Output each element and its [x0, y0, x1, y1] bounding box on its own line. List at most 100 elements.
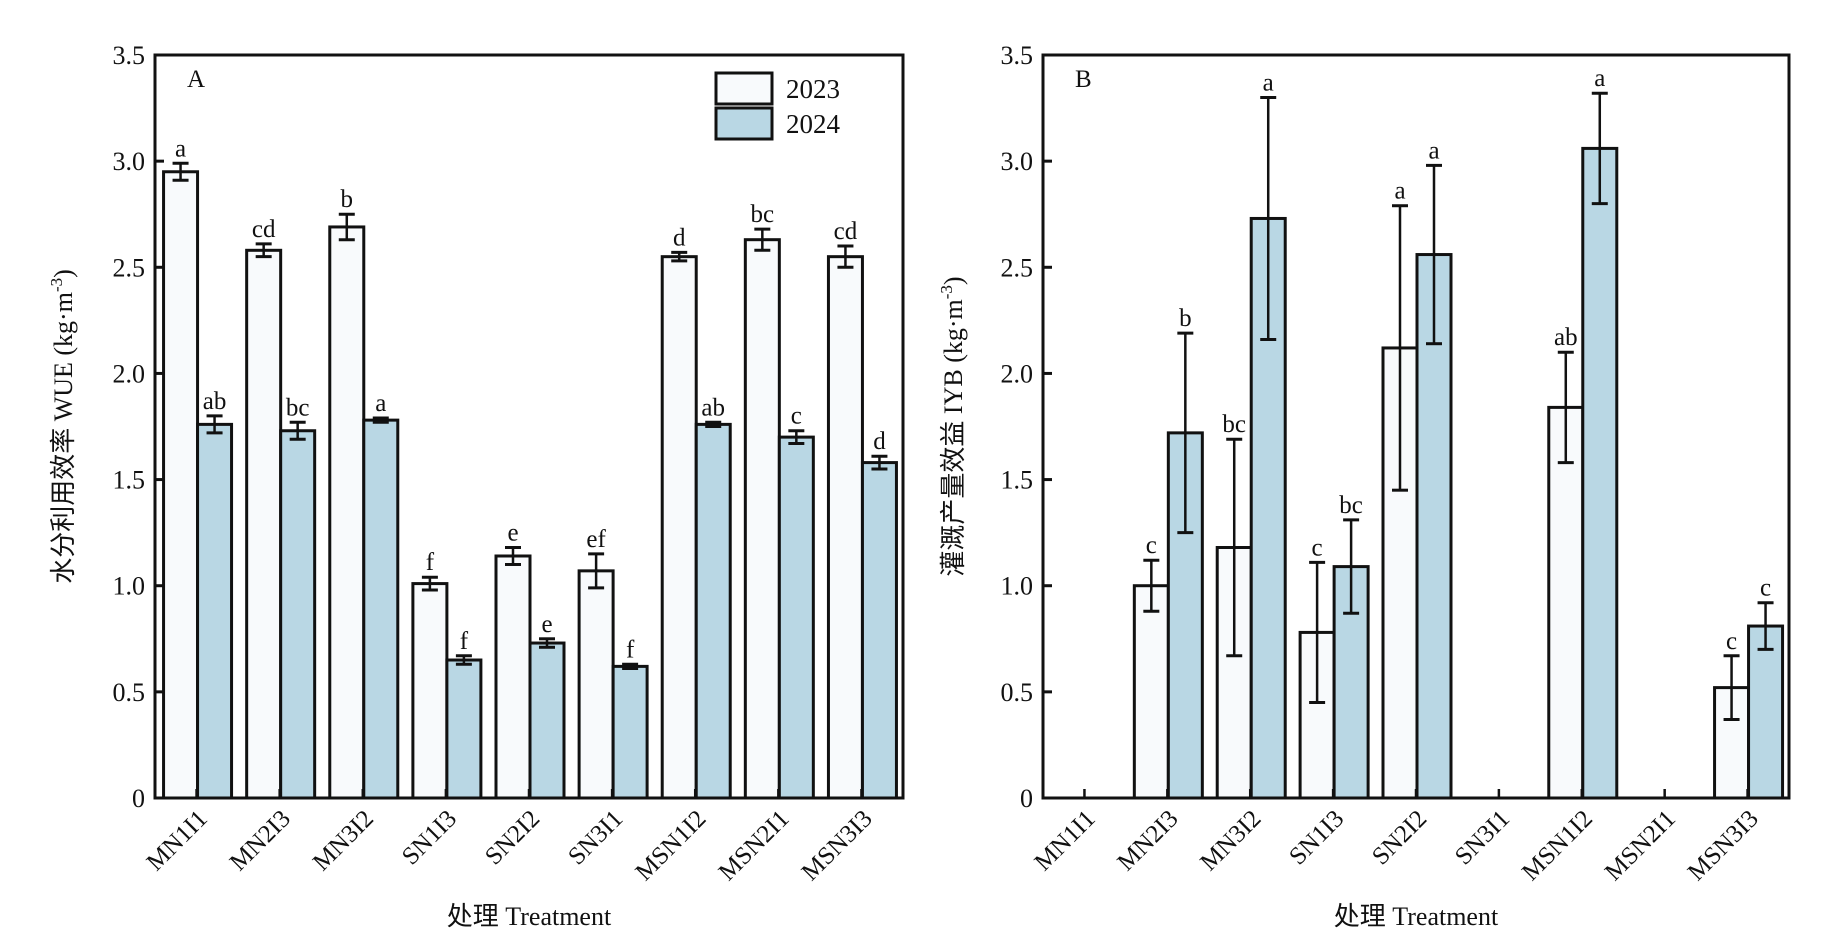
bar-2024-MSN3I3	[860, 461, 898, 800]
y-tick-label: 1.5	[1001, 466, 1034, 495]
x-category-label: SN1I3	[397, 805, 462, 870]
x-category-label: MN1I1	[142, 805, 213, 876]
y-tick-label: 0	[132, 784, 145, 813]
y-axis-title-superscript: -3	[47, 278, 66, 292]
x-category-label: SN2I2	[480, 805, 545, 870]
x-category-label: SN1I3	[1284, 805, 1349, 870]
y-tick-label: 2.5	[1001, 253, 1034, 282]
x-axis-title: 处理 Treatment	[1334, 902, 1499, 931]
significance-letter: a	[1428, 137, 1439, 164]
significance-letter: cd	[834, 218, 858, 245]
significance-letter: ab	[701, 394, 725, 421]
significance-letter: d	[673, 224, 686, 251]
significance-letter: c	[1312, 534, 1323, 561]
x-category-label: MSN1I2	[1517, 805, 1598, 886]
significance-letter: d	[873, 428, 886, 455]
x-axis-title: 处理 Treatment	[447, 902, 612, 931]
y-tick-label: 1.5	[113, 466, 146, 495]
y-tick-label: 3.5	[1001, 41, 1034, 70]
x-category-label: MN2I3	[225, 805, 296, 876]
significance-letter: c	[1146, 532, 1157, 559]
y-tick-label: 2.0	[1001, 359, 1034, 388]
bar-2024-MN1I1	[196, 422, 234, 800]
y-tick-label: 3.5	[113, 41, 146, 70]
y-axis-title-close: )	[939, 276, 968, 285]
significance-letter: a	[175, 135, 186, 162]
significance-letter: c	[1726, 628, 1737, 655]
significance-letter: b	[1179, 305, 1192, 332]
panel-letter: A	[187, 66, 205, 93]
x-category-label: MSN2I1	[714, 805, 795, 886]
bar-2023-MSN2I1	[743, 238, 781, 800]
y-axis-title: 水分利用效率 WUE (kg·m-3)	[47, 269, 78, 584]
panel-b: cbccaabcbabcaac00.51.01.52.02.53.03.5MN1…	[937, 41, 1791, 931]
y-tick-label: 0.5	[113, 678, 146, 707]
bar-2024-MSN1I2	[1581, 146, 1619, 800]
y-tick-label: 2.5	[113, 253, 146, 282]
significance-letter: f	[460, 628, 469, 655]
significance-letter: b	[341, 186, 354, 213]
legend-swatch-2023	[714, 71, 774, 106]
x-category-label: SN2I2	[1367, 805, 1432, 870]
y-axis-title-close: )	[49, 269, 78, 278]
significance-letter: bc	[1222, 411, 1246, 438]
y-tick-label: 1.0	[113, 572, 146, 601]
significance-letter: a	[1263, 69, 1274, 96]
bar-2023-SN1I3	[411, 582, 449, 800]
x-category-label: MN3I2	[1195, 805, 1266, 876]
bar-2023-MSN1I2	[660, 255, 698, 800]
x-category-label: MN2I3	[1112, 805, 1183, 876]
x-category-label: MSN1I2	[630, 805, 711, 886]
x-category-label: MSN2I1	[1600, 805, 1681, 886]
x-category-label: MSN3I3	[1683, 805, 1764, 886]
significance-letter: e	[507, 520, 518, 547]
bar-2023-MSN1I2	[1547, 405, 1585, 800]
legend-label-2024: 2024	[786, 109, 841, 139]
x-category-label: SN3I1	[563, 805, 628, 870]
significance-letter: f	[626, 636, 635, 663]
y-tick-label: 0	[1020, 784, 1033, 813]
y-tick-label: 0.5	[1001, 678, 1034, 707]
bar-2024-MSN1I2	[694, 422, 732, 800]
bar-2023-MN3I2	[328, 225, 366, 800]
bar-2024-MSN2I1	[777, 435, 815, 800]
significance-letter: cd	[252, 216, 276, 243]
significance-letter: bc	[751, 201, 775, 228]
significance-letter: ef	[586, 526, 606, 553]
bar-2023-MSN3I3	[826, 255, 864, 800]
y-tick-label: 1.0	[1001, 572, 1034, 601]
x-category-label: MN3I2	[308, 805, 379, 876]
legend-label-2023: 2023	[786, 74, 840, 104]
bar-2024-SN3I1	[611, 664, 649, 800]
x-category-label: SN3I1	[1450, 805, 1515, 870]
significance-letter: ab	[203, 388, 227, 415]
bar-2023-MN2I3	[1132, 584, 1170, 800]
bar-2023-SN3I1	[577, 569, 615, 800]
y-axis-title: 灌溉产量效益 IYB (kg·m-3)	[937, 276, 968, 576]
y-tick-label: 3.0	[113, 147, 146, 176]
significance-letter: c	[1760, 575, 1771, 602]
significance-letter: a	[1394, 178, 1405, 205]
bar-2024-MN3I2	[362, 418, 400, 800]
y-axis-title-superscript: -3	[937, 285, 956, 299]
panel-letter: B	[1075, 66, 1092, 93]
y-axis-title-main: 灌溉产量效益 IYB (kg·m	[939, 299, 968, 576]
legend-swatch-2024	[714, 106, 774, 141]
significance-letter: bc	[1339, 492, 1363, 519]
bar-2024-SN1I3	[445, 658, 483, 800]
significance-letter: f	[426, 549, 435, 576]
y-tick-label: 2.0	[113, 359, 146, 388]
bar-2024-MSN3I3	[1747, 624, 1785, 800]
x-category-label: MN1I1	[1030, 805, 1101, 876]
bar-2023-SN2I2	[494, 554, 532, 800]
significance-letter: bc	[286, 394, 310, 421]
bar-2024-SN2I2	[528, 641, 566, 800]
significance-letter: ab	[1554, 324, 1578, 351]
x-category-label: MSN3I3	[797, 805, 878, 886]
bar-2024-MN2I3	[279, 429, 317, 800]
bar-2023-MN2I3	[245, 248, 283, 800]
significance-letter: e	[541, 611, 552, 638]
significance-letter: c	[791, 403, 802, 430]
